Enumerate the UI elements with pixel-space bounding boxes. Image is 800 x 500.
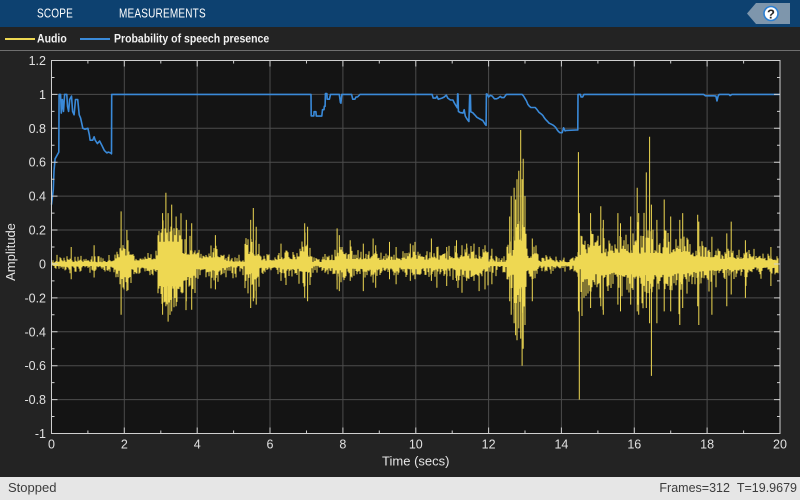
- svg-text:2: 2: [121, 438, 128, 452]
- svg-text:Time (secs): Time (secs): [382, 454, 449, 469]
- svg-text:12: 12: [482, 438, 496, 452]
- svg-text:-1: -1: [35, 427, 46, 441]
- svg-text:Amplitude: Amplitude: [3, 223, 18, 281]
- svg-text:16: 16: [627, 438, 641, 452]
- svg-text:0.4: 0.4: [29, 190, 46, 204]
- svg-text:14: 14: [554, 438, 568, 452]
- svg-text:0: 0: [39, 258, 46, 272]
- svg-text:-0.8: -0.8: [24, 393, 46, 407]
- svg-text:0.2: 0.2: [29, 224, 46, 238]
- svg-text:-0.4: -0.4: [24, 325, 46, 339]
- svg-text:10: 10: [409, 438, 423, 452]
- svg-text:1: 1: [39, 88, 46, 102]
- svg-text:-0.6: -0.6: [24, 359, 46, 373]
- svg-text:0.6: 0.6: [29, 156, 46, 170]
- svg-text:18: 18: [700, 438, 714, 452]
- svg-text:8: 8: [339, 438, 346, 452]
- svg-text:6: 6: [267, 438, 274, 452]
- svg-text:?: ?: [767, 7, 775, 22]
- svg-text:20: 20: [773, 438, 787, 452]
- svg-text:1.2: 1.2: [29, 54, 46, 68]
- svg-text:0.8: 0.8: [29, 122, 46, 136]
- svg-text:-0.2: -0.2: [24, 291, 46, 305]
- svg-text:4: 4: [194, 438, 201, 452]
- svg-text:0: 0: [48, 438, 55, 452]
